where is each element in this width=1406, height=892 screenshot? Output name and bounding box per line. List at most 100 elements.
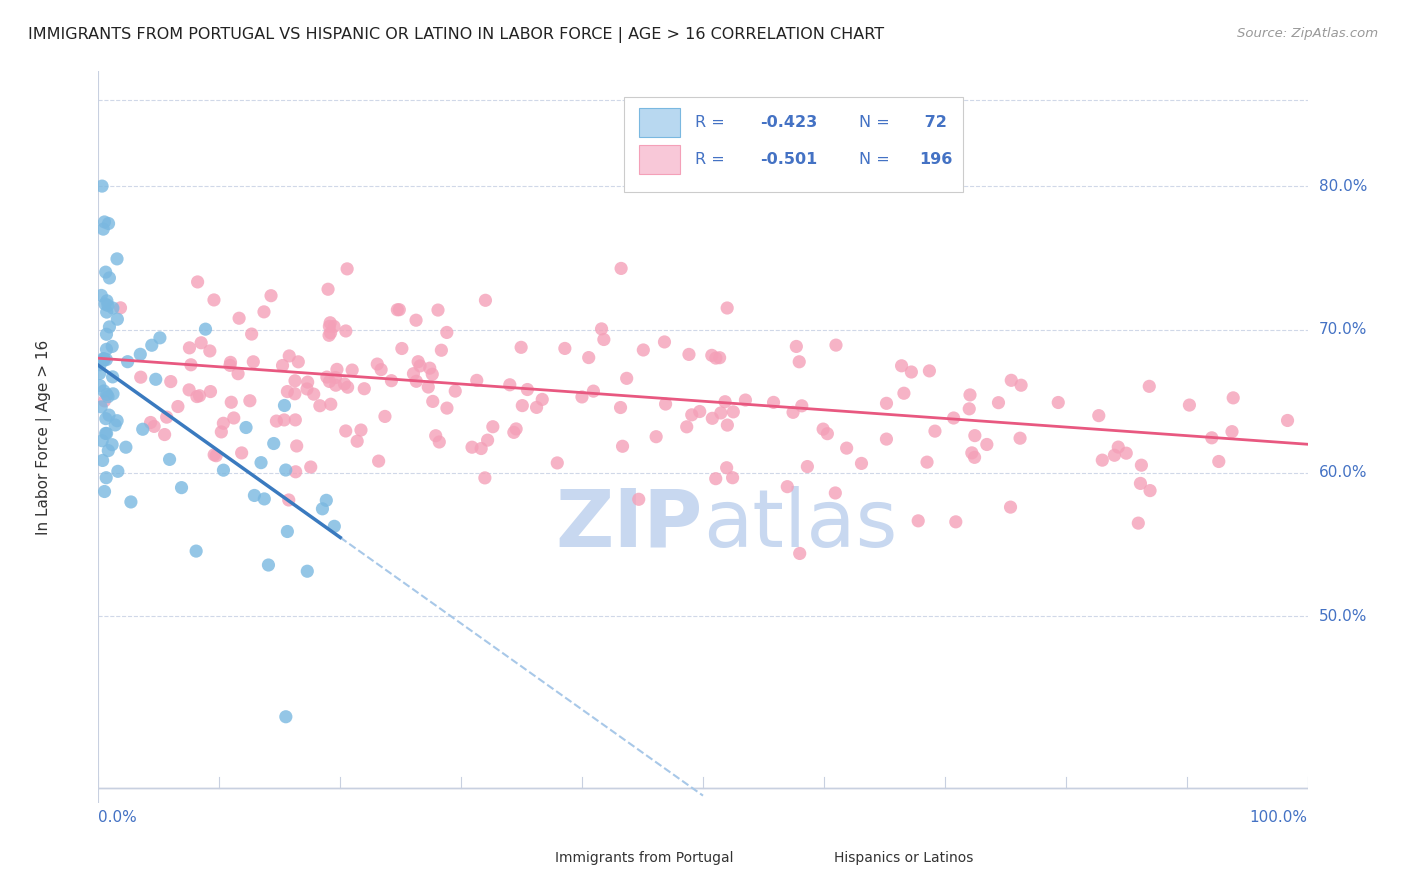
Point xyxy=(335,424,357,438)
Point xyxy=(627,492,650,507)
Point xyxy=(115,440,138,454)
Point xyxy=(323,319,346,334)
Point xyxy=(546,456,568,470)
Text: 70.0%: 70.0% xyxy=(1319,322,1367,337)
Point xyxy=(633,343,655,357)
Point xyxy=(815,426,838,441)
Point xyxy=(96,471,118,485)
Point xyxy=(612,439,634,453)
Point xyxy=(510,340,533,354)
Point xyxy=(302,387,325,401)
Point xyxy=(681,408,703,422)
Point xyxy=(610,261,633,276)
Point xyxy=(876,396,898,410)
Point xyxy=(825,338,848,352)
Point xyxy=(370,362,392,376)
Point xyxy=(776,480,799,494)
Point xyxy=(890,359,912,373)
Text: IMMIGRANTS FROM PORTUGAL VS HISPANIC OR LATINO IN LABOR FORCE | AGE > 16 CORRELA: IMMIGRANTS FROM PORTUGAL VS HISPANIC OR … xyxy=(28,27,884,43)
Point xyxy=(405,374,427,388)
Point xyxy=(1130,458,1153,473)
Point xyxy=(591,322,613,336)
Point xyxy=(1010,431,1032,445)
Text: Immigrants from Portugal: Immigrants from Portugal xyxy=(555,851,734,865)
Point xyxy=(824,486,846,500)
Point xyxy=(387,302,409,317)
Point xyxy=(97,443,120,458)
Point xyxy=(186,390,208,404)
Text: N =: N = xyxy=(859,115,894,130)
Point xyxy=(257,558,280,572)
Point xyxy=(89,367,111,381)
Point xyxy=(945,515,967,529)
FancyBboxPatch shape xyxy=(624,97,963,192)
Point xyxy=(474,293,496,308)
Point xyxy=(675,419,697,434)
Point xyxy=(96,343,118,357)
Point xyxy=(277,493,299,508)
Point xyxy=(1208,454,1230,468)
Point xyxy=(554,342,576,356)
Point xyxy=(311,501,333,516)
Point xyxy=(796,459,818,474)
Point xyxy=(689,404,711,418)
Point xyxy=(924,424,946,438)
Point xyxy=(353,382,375,396)
Point xyxy=(1000,373,1022,387)
Point xyxy=(96,293,118,308)
Point xyxy=(366,357,388,371)
Point xyxy=(94,426,117,441)
Point xyxy=(427,303,450,318)
FancyBboxPatch shape xyxy=(509,848,546,869)
Point xyxy=(1091,453,1114,467)
Point xyxy=(716,460,738,475)
Point xyxy=(139,416,162,430)
Point xyxy=(101,386,124,401)
Point xyxy=(405,313,427,327)
Point xyxy=(430,343,453,358)
Point xyxy=(325,378,347,392)
Point xyxy=(474,471,496,485)
Point xyxy=(101,301,124,315)
Point xyxy=(502,425,524,440)
Point xyxy=(319,316,342,330)
Point xyxy=(284,413,307,427)
Point xyxy=(811,422,834,436)
Point xyxy=(93,351,115,366)
Point xyxy=(180,358,202,372)
Point xyxy=(654,334,676,349)
Point xyxy=(273,399,295,413)
Point xyxy=(96,305,118,319)
Point xyxy=(285,439,308,453)
Point xyxy=(90,400,112,414)
Point xyxy=(278,349,301,363)
Point xyxy=(105,312,128,326)
Point xyxy=(477,433,499,447)
Point xyxy=(388,302,411,317)
Point xyxy=(367,454,389,468)
Point xyxy=(318,328,340,343)
Point xyxy=(231,446,253,460)
Text: atlas: atlas xyxy=(703,486,897,564)
Point xyxy=(323,519,346,533)
Point xyxy=(260,288,283,302)
Point xyxy=(422,394,444,409)
Point xyxy=(782,405,804,419)
Point xyxy=(105,252,128,266)
Point xyxy=(287,355,309,369)
Point xyxy=(101,438,124,452)
Point xyxy=(129,347,152,361)
Text: 196: 196 xyxy=(920,152,953,167)
Point xyxy=(89,378,111,392)
Point xyxy=(1129,476,1152,491)
Point xyxy=(98,319,121,334)
Point xyxy=(242,355,264,369)
Text: 60.0%: 60.0% xyxy=(1319,466,1367,481)
Point xyxy=(1047,395,1070,409)
Point xyxy=(700,348,723,362)
Point xyxy=(790,399,813,413)
Point xyxy=(851,457,873,471)
Point xyxy=(1137,379,1160,393)
Text: 72: 72 xyxy=(920,115,948,130)
Point xyxy=(645,430,668,444)
